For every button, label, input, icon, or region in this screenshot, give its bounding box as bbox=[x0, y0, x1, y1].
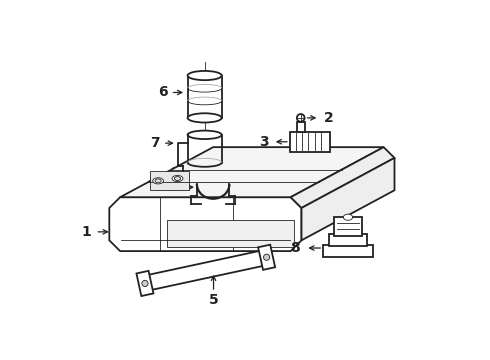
Ellipse shape bbox=[172, 175, 183, 181]
Ellipse shape bbox=[188, 113, 221, 122]
Polygon shape bbox=[150, 171, 189, 190]
Polygon shape bbox=[291, 147, 394, 208]
Ellipse shape bbox=[188, 131, 221, 139]
Polygon shape bbox=[136, 271, 153, 296]
Text: 4: 4 bbox=[167, 180, 176, 194]
Ellipse shape bbox=[155, 179, 161, 183]
Ellipse shape bbox=[142, 280, 148, 287]
Polygon shape bbox=[143, 250, 268, 291]
Ellipse shape bbox=[188, 71, 221, 80]
Ellipse shape bbox=[174, 177, 181, 180]
Text: 7: 7 bbox=[150, 136, 160, 150]
FancyBboxPatch shape bbox=[323, 245, 373, 257]
Polygon shape bbox=[120, 147, 384, 197]
Polygon shape bbox=[301, 158, 394, 240]
Ellipse shape bbox=[153, 178, 164, 184]
Text: 8: 8 bbox=[291, 241, 300, 255]
Ellipse shape bbox=[297, 114, 305, 122]
Text: 2: 2 bbox=[324, 111, 334, 125]
Text: 1: 1 bbox=[81, 225, 91, 239]
Polygon shape bbox=[258, 245, 275, 270]
Text: 6: 6 bbox=[158, 85, 168, 99]
Ellipse shape bbox=[264, 254, 270, 260]
FancyBboxPatch shape bbox=[329, 234, 367, 247]
Text: 3: 3 bbox=[259, 135, 269, 149]
FancyBboxPatch shape bbox=[290, 132, 330, 152]
FancyBboxPatch shape bbox=[188, 76, 221, 118]
FancyBboxPatch shape bbox=[334, 217, 362, 236]
Polygon shape bbox=[109, 197, 301, 251]
FancyBboxPatch shape bbox=[168, 220, 294, 247]
FancyBboxPatch shape bbox=[297, 122, 305, 132]
Ellipse shape bbox=[343, 214, 353, 220]
Text: 5: 5 bbox=[209, 293, 219, 307]
